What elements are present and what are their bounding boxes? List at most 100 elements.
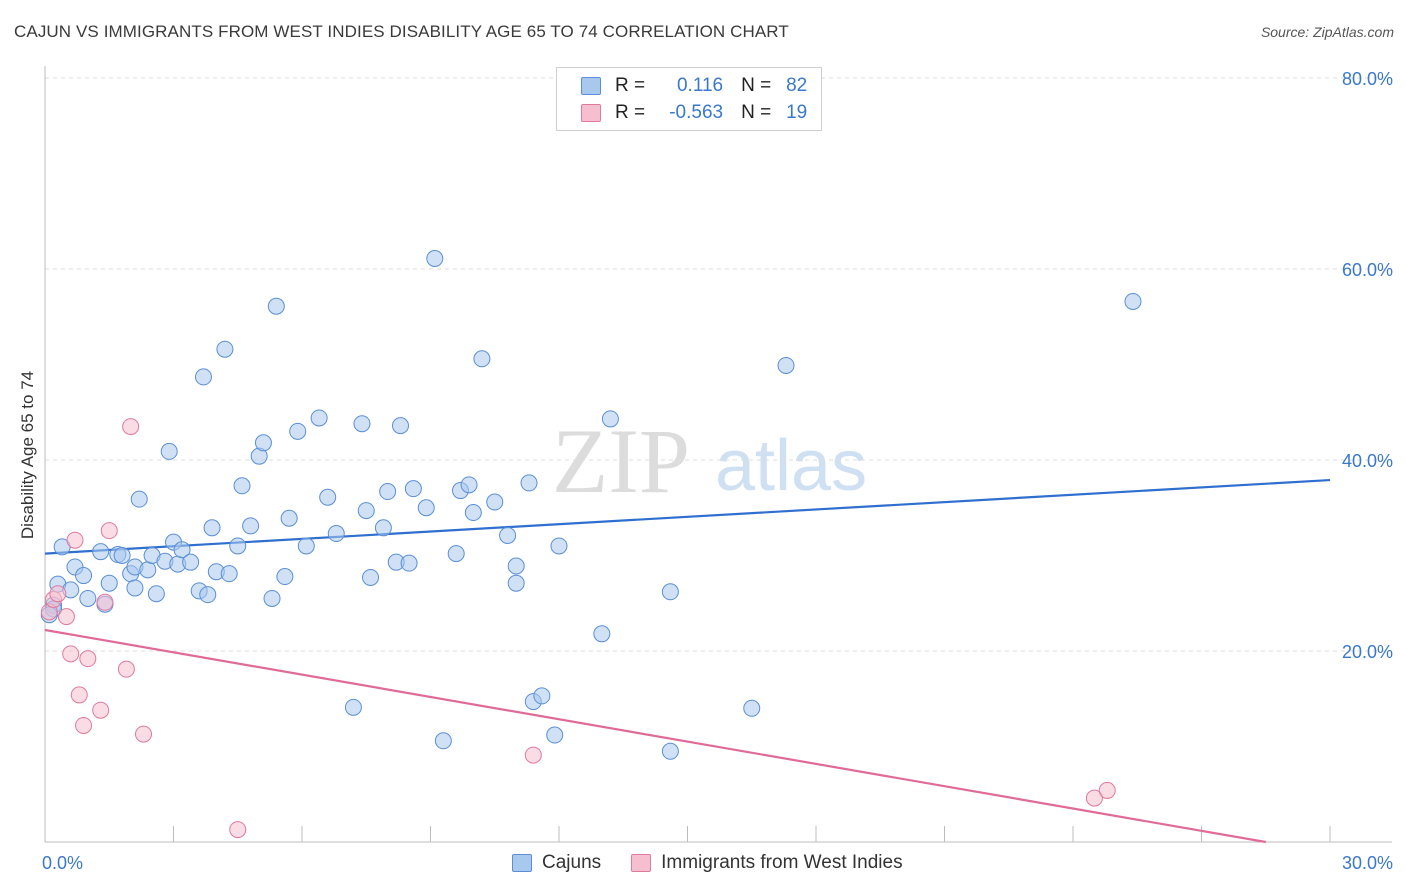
data-point	[229, 537, 247, 555]
data-point	[130, 490, 148, 508]
data-point	[417, 499, 435, 517]
legend-swatch-cajuns	[581, 77, 601, 95]
data-point	[122, 418, 140, 436]
data-point	[374, 519, 392, 537]
series-swatch-west-indies	[631, 854, 652, 872]
data-point	[524, 746, 542, 764]
watermark: ZIP atlas	[552, 410, 867, 512]
data-point	[400, 554, 418, 572]
data-point	[593, 625, 611, 643]
data-point	[357, 502, 375, 520]
data-point	[319, 488, 337, 506]
data-point	[486, 493, 504, 511]
data-point	[661, 583, 679, 601]
data-point	[70, 686, 88, 704]
series-legend-cajuns[interactable]: Cajuns	[512, 852, 601, 874]
data-point	[117, 660, 135, 678]
data-point	[254, 434, 272, 452]
data-point	[57, 608, 75, 626]
series-legend-west-indies[interactable]: Immigrants from West Indies	[631, 852, 903, 874]
data-point	[777, 356, 795, 374]
data-point	[601, 410, 619, 428]
legend-n-value: 82	[786, 75, 808, 96]
series-swatch-cajuns	[512, 854, 532, 872]
data-point	[66, 531, 84, 549]
legend-r-value: -0.563	[669, 102, 724, 123]
watermark-atlas: atlas	[715, 426, 867, 506]
series-legend: Cajuns Immigrants from West Indies	[512, 852, 933, 874]
legend-n-label: N =	[741, 102, 772, 123]
data-point	[426, 249, 444, 267]
legend-r-value: 0.116	[676, 75, 724, 96]
data-point	[92, 543, 110, 561]
data-point	[229, 821, 247, 839]
trend-line	[44, 628, 1266, 844]
data-point	[404, 480, 422, 498]
legend-r-label: R =	[615, 75, 646, 96]
data-point	[546, 726, 564, 744]
data-point	[743, 699, 761, 717]
y-axis-label: Disability Age 65 to 74	[18, 371, 37, 539]
data-point	[126, 579, 144, 597]
data-point	[160, 442, 178, 460]
watermark-zip: ZIP	[552, 410, 690, 512]
data-point	[276, 568, 294, 586]
data-point	[473, 350, 491, 368]
data-point	[507, 574, 525, 592]
data-point	[1124, 292, 1142, 310]
legend-row-cajuns: R = 0.116 N = 82	[581, 73, 807, 99]
data-point	[182, 553, 200, 571]
data-point	[392, 417, 410, 435]
data-point	[520, 474, 538, 492]
data-point	[1085, 789, 1103, 807]
data-point	[550, 537, 568, 555]
data-point	[92, 701, 110, 719]
data-point	[344, 698, 362, 716]
y-tick-label: 40.0%	[1342, 451, 1393, 471]
data-point	[464, 504, 482, 522]
data-point	[100, 522, 118, 540]
data-point	[199, 586, 217, 604]
data-point	[327, 525, 345, 543]
data-point	[434, 732, 452, 750]
data-point	[533, 687, 551, 705]
data-point	[661, 742, 679, 760]
data-point	[220, 565, 238, 583]
data-point	[379, 483, 397, 501]
data-point	[194, 368, 212, 386]
data-point	[139, 561, 157, 579]
data-point	[135, 725, 153, 743]
series-label-west-indies: Immigrants from West Indies	[661, 852, 903, 873]
legend-swatch-west-indies	[581, 104, 601, 122]
legend-row-west-indies: R = -0.563 N = 19	[581, 100, 807, 126]
y-tick-label: 80.0%	[1342, 69, 1393, 89]
data-point	[79, 650, 97, 668]
data-point	[75, 567, 93, 585]
data-point	[79, 589, 97, 607]
data-point	[100, 574, 118, 592]
x-tick-label: 0.0%	[42, 853, 83, 873]
chart-title: CAJUN VS IMMIGRANTS FROM WEST INDIES DIS…	[14, 22, 789, 41]
data-point	[280, 509, 298, 527]
data-point	[267, 297, 285, 315]
data-point	[49, 585, 67, 603]
data-point	[263, 589, 281, 607]
legend-r-label: R =	[615, 102, 646, 123]
y-tick-label: 60.0%	[1342, 260, 1393, 280]
data-point	[507, 557, 525, 575]
y-tick-label: 20.0%	[1342, 642, 1393, 662]
data-point	[242, 517, 260, 535]
correlation-legend: R = 0.116 N = 82 R = -0.563 N = 19	[556, 67, 822, 131]
data-point	[447, 545, 465, 563]
data-point	[173, 541, 191, 559]
data-point	[113, 547, 131, 564]
data-point	[75, 716, 93, 734]
legend-n-label: N =	[741, 75, 772, 96]
data-point	[289, 422, 307, 440]
data-point	[62, 645, 80, 663]
data-point	[1098, 781, 1116, 799]
data-point	[499, 526, 517, 544]
data-point	[233, 477, 251, 495]
data-point	[297, 537, 315, 555]
series-label-cajuns: Cajuns	[542, 852, 602, 873]
